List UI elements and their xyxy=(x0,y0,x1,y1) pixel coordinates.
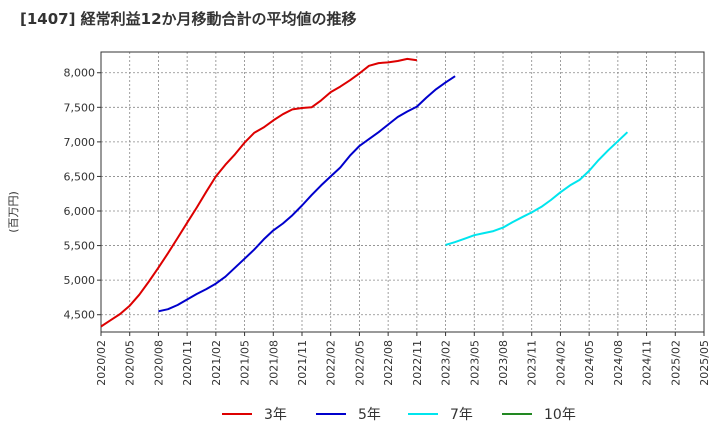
y-tick-label: 5,500 xyxy=(64,240,96,253)
x-tick-label: 2024/02 xyxy=(554,340,567,386)
x-tick-label: 2022/11 xyxy=(411,340,424,386)
series-lines xyxy=(100,57,629,328)
x-tick-label: 2020/02 xyxy=(95,340,108,386)
x-tick-label: 2025/02 xyxy=(669,340,682,386)
series-line-5年 xyxy=(158,75,456,313)
y-tick-label: 4,500 xyxy=(64,309,96,322)
series-line-7年 xyxy=(445,131,629,246)
y-tick-label: 7,500 xyxy=(64,101,96,114)
y-tick-label: 5,000 xyxy=(64,274,96,287)
x-tick-label: 2023/11 xyxy=(526,340,539,386)
legend-label: 3年 xyxy=(264,407,287,423)
x-tick-label: 2024/05 xyxy=(583,340,596,386)
y-tick-label: 8,000 xyxy=(64,67,96,80)
x-tick-label: 2022/08 xyxy=(382,340,395,386)
grid-lines xyxy=(100,52,705,332)
x-tick-label: 2024/11 xyxy=(641,340,654,386)
x-tick-label: 2023/08 xyxy=(497,340,510,386)
legend-label: 5年 xyxy=(358,407,381,423)
x-tick-label: 2021/02 xyxy=(210,340,223,386)
x-tick-label: 2020/08 xyxy=(152,340,165,386)
legend-label: 10年 xyxy=(544,407,576,423)
legend: 3年 5年 7年 10年 xyxy=(222,407,576,423)
x-tick-label: 2021/11 xyxy=(296,340,309,386)
x-tick-label: 2023/05 xyxy=(468,340,481,386)
x-tick-label: 2020/05 xyxy=(124,340,137,386)
chart-title: [1407] 経常利益12か月移動合計の平均値の推移 xyxy=(20,10,357,28)
series-line-3年 xyxy=(100,57,418,328)
x-tick-label: 2023/02 xyxy=(440,340,453,386)
x-tick-label: 2022/02 xyxy=(325,340,338,386)
x-tick-label: 2024/08 xyxy=(612,340,625,386)
y-tick-label: 6,500 xyxy=(64,170,96,183)
legend-label: 7年 xyxy=(450,407,473,423)
x-tick-label: 2021/05 xyxy=(239,340,252,386)
y-axis-ticks: 4,500 5,000 5,500 6,000 6,500 7,000 7,500 8,000 xyxy=(64,67,101,322)
x-axis-ticks: 2020/02 2020/05 2020/08 2020/11 2021/02 2021/… xyxy=(95,332,711,386)
plot-area-frame xyxy=(100,51,705,333)
y-tick-label: 6,000 xyxy=(64,205,96,218)
x-tick-label: 2021/08 xyxy=(267,340,280,386)
y-tick-label: 7,000 xyxy=(64,136,96,149)
y-axis-label: (百万円) xyxy=(7,191,20,233)
x-tick-label: 2020/11 xyxy=(181,340,194,386)
x-tick-label: 2025/05 xyxy=(698,340,711,386)
x-tick-label: 2022/05 xyxy=(353,340,366,386)
